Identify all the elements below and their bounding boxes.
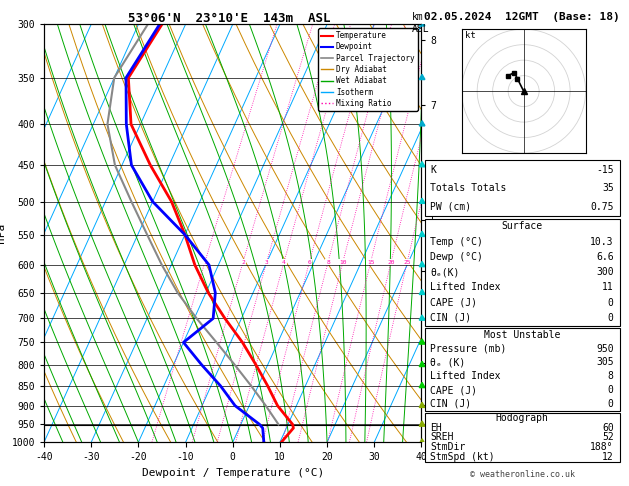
Text: 6: 6 — [308, 260, 311, 264]
Text: 1: 1 — [203, 260, 207, 264]
Text: θₑ(K): θₑ(K) — [430, 267, 460, 277]
Text: K: K — [430, 165, 437, 174]
Polygon shape — [420, 421, 425, 426]
Y-axis label: hPa: hPa — [0, 223, 6, 243]
Text: © weatheronline.co.uk: © weatheronline.co.uk — [470, 469, 574, 479]
Text: km
ASL: km ASL — [412, 12, 430, 34]
Text: 35: 35 — [602, 183, 614, 193]
Text: Pressure (mb): Pressure (mb) — [430, 344, 507, 354]
Text: θₑ (K): θₑ (K) — [430, 358, 465, 367]
Text: 0: 0 — [608, 313, 614, 323]
Text: CAPE (J): CAPE (J) — [430, 298, 477, 308]
Text: 0: 0 — [608, 399, 614, 409]
Text: 10.3: 10.3 — [590, 237, 614, 246]
Text: StmDir: StmDir — [430, 442, 465, 452]
Polygon shape — [420, 402, 425, 407]
Y-axis label: Mixing Ratio (g/kg): Mixing Ratio (g/kg) — [447, 182, 457, 284]
Text: -15: -15 — [596, 165, 614, 174]
Legend: Temperature, Dewpoint, Parcel Trajectory, Dry Adiabat, Wet Adiabat, Isotherm, Mi: Temperature, Dewpoint, Parcel Trajectory… — [318, 28, 418, 111]
Text: Lifted Index: Lifted Index — [430, 371, 501, 381]
Polygon shape — [420, 439, 425, 444]
Polygon shape — [420, 289, 425, 295]
Text: 305: 305 — [596, 358, 614, 367]
Text: SREH: SREH — [430, 433, 454, 442]
Text: 6.6: 6.6 — [596, 252, 614, 262]
Text: 15: 15 — [367, 260, 374, 264]
Text: StmSpd (kt): StmSpd (kt) — [430, 452, 495, 462]
Text: 188°: 188° — [590, 442, 614, 452]
Text: Surface: Surface — [501, 221, 543, 231]
Text: 0: 0 — [608, 385, 614, 395]
Polygon shape — [420, 382, 425, 387]
Polygon shape — [420, 361, 425, 366]
Polygon shape — [420, 231, 425, 237]
Polygon shape — [420, 161, 425, 167]
Text: 0: 0 — [608, 298, 614, 308]
Text: 0.75: 0.75 — [590, 202, 614, 212]
Polygon shape — [420, 198, 425, 203]
Text: Hodograph: Hodograph — [496, 413, 548, 423]
Text: 3: 3 — [265, 260, 269, 264]
Text: 300: 300 — [596, 267, 614, 277]
Text: 12: 12 — [602, 452, 614, 462]
Text: 8: 8 — [608, 371, 614, 381]
Text: Totals Totals: Totals Totals — [430, 183, 507, 193]
Text: Lifted Index: Lifted Index — [430, 282, 501, 293]
Text: 53°06'N  23°10'E  143m  ASL: 53°06'N 23°10'E 143m ASL — [128, 12, 331, 25]
Text: Dewp (°C): Dewp (°C) — [430, 252, 483, 262]
Text: CIN (J): CIN (J) — [430, 313, 472, 323]
Polygon shape — [420, 261, 425, 267]
Text: 4: 4 — [282, 260, 286, 264]
Text: 10: 10 — [339, 260, 347, 264]
Text: CAPE (J): CAPE (J) — [430, 385, 477, 395]
Text: 11: 11 — [602, 282, 614, 293]
Text: Most Unstable: Most Unstable — [484, 330, 560, 340]
Text: 52: 52 — [602, 433, 614, 442]
Text: 20: 20 — [387, 260, 395, 264]
Polygon shape — [420, 339, 425, 344]
Text: kt: kt — [465, 32, 476, 40]
Text: 25: 25 — [403, 260, 411, 264]
Text: EH: EH — [430, 423, 442, 433]
Text: 950: 950 — [596, 344, 614, 354]
Text: LCL: LCL — [427, 421, 441, 430]
Text: Temp (°C): Temp (°C) — [430, 237, 483, 246]
Text: 02.05.2024  12GMT  (Base: 18): 02.05.2024 12GMT (Base: 18) — [424, 12, 620, 22]
Text: CIN (J): CIN (J) — [430, 399, 472, 409]
Polygon shape — [420, 74, 425, 80]
X-axis label: Dewpoint / Temperature (°C): Dewpoint / Temperature (°C) — [142, 468, 324, 478]
Text: 8: 8 — [326, 260, 330, 264]
Text: 60: 60 — [602, 423, 614, 433]
Polygon shape — [420, 315, 425, 320]
Polygon shape — [420, 21, 425, 26]
Text: PW (cm): PW (cm) — [430, 202, 472, 212]
Polygon shape — [420, 121, 425, 126]
Text: 2: 2 — [241, 260, 245, 264]
